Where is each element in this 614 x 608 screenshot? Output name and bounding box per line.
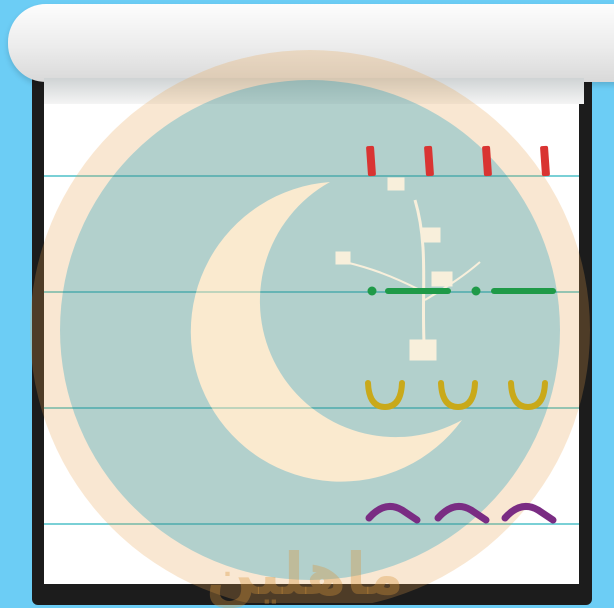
line-dot [367,286,377,296]
crescent-moon-icon [190,182,463,482]
tilde-wave [365,502,421,524]
logo-outer-ring [30,50,590,603]
logo-inner-disc [60,80,560,580]
vertical-stroke [424,145,434,177]
line-dot [471,286,481,296]
crescent-moon-logo [30,50,590,603]
vertical-strokes-row [366,145,550,177]
tilde-waves-row [365,502,557,524]
vertical-stroke [540,145,550,177]
book-tree-icon [335,177,481,361]
u-curve [508,380,548,411]
tilde-wave [434,502,490,524]
u-curves-row [365,380,548,411]
u-curve [438,380,478,411]
paper-roll-shadow [44,78,584,104]
vertical-stroke [482,145,492,177]
horizontal-dotted-lines-row [367,286,556,296]
brand-watermark-text: ماهلين [206,540,404,608]
tilde-wave [501,502,557,524]
paper-roll-top [8,4,614,82]
u-curve [365,380,405,411]
vertical-stroke [366,145,376,177]
